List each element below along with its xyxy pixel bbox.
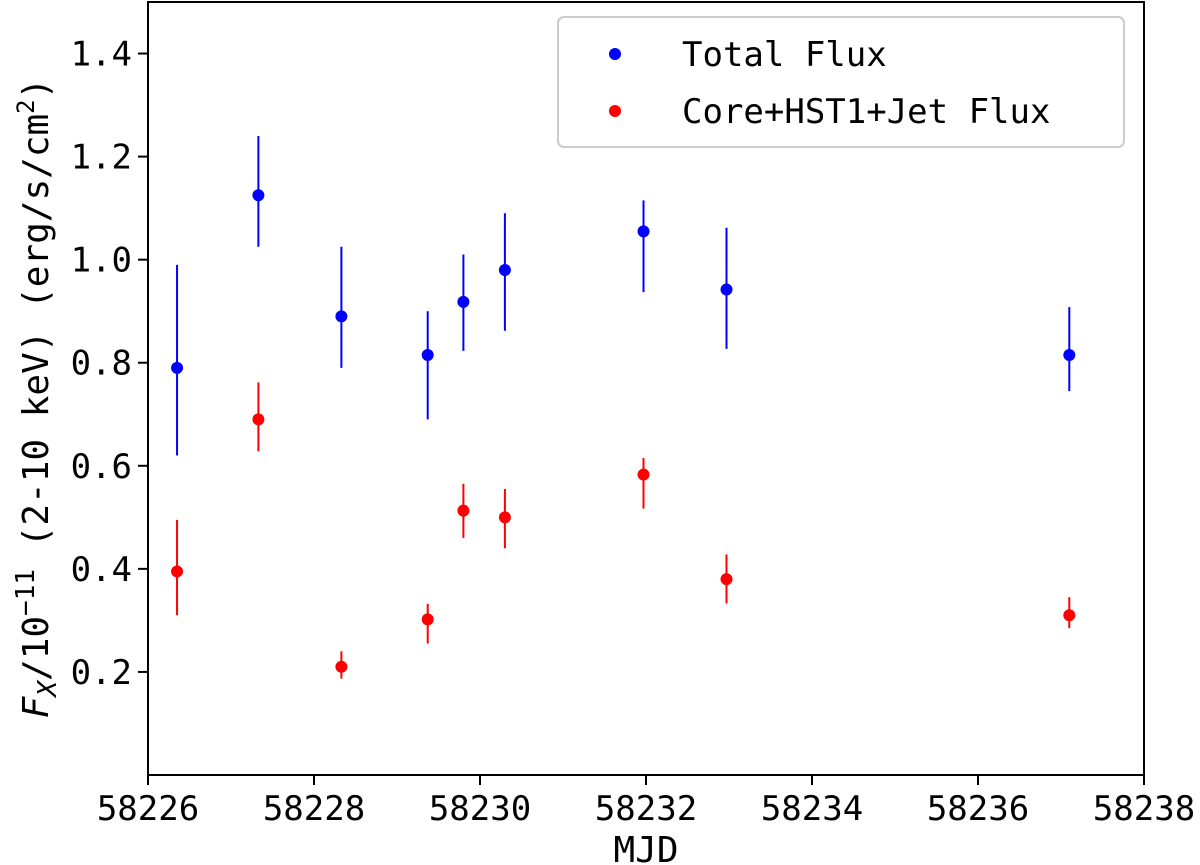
y-tick-label: 1.0 bbox=[71, 241, 132, 281]
data-point bbox=[637, 225, 650, 238]
data-point bbox=[421, 349, 434, 362]
y-axis-label: FX/10−11 (2-10 keV) (erg/s/cm2) bbox=[11, 78, 63, 719]
y-tick-label: 0.6 bbox=[71, 447, 132, 487]
x-tick-label: 58236 bbox=[927, 789, 1029, 829]
y-tick-label: 0.4 bbox=[71, 550, 132, 590]
x-tick-label: 58226 bbox=[97, 789, 199, 829]
y-axis-ticks: 0.2 0.4 0.6 0.8 1.0 1.2 1.4 bbox=[71, 35, 148, 693]
legend-marker-core bbox=[609, 105, 621, 117]
svg-text:FX/10−11 (2-10 keV) (erg/s/cm2: FX/10−11 (2-10 keV) (erg/s/cm2) bbox=[11, 78, 63, 719]
y-tick-label: 0.2 bbox=[71, 653, 132, 693]
data-point bbox=[720, 283, 733, 296]
data-point bbox=[335, 660, 348, 673]
data-point bbox=[498, 263, 511, 276]
x-tick-label: 58234 bbox=[761, 789, 863, 829]
data-point bbox=[171, 565, 184, 578]
data-point bbox=[1063, 609, 1076, 622]
y-tick-label: 1.2 bbox=[71, 138, 132, 178]
y-label-unit-exp: 2 bbox=[12, 99, 40, 113]
legend-marker-total bbox=[609, 48, 621, 60]
data-point bbox=[457, 504, 470, 517]
x-tick-label: 58238 bbox=[1093, 789, 1195, 829]
y-tick-label: 0.8 bbox=[71, 344, 132, 384]
y-label-exp: −11 bbox=[11, 569, 41, 616]
data-point bbox=[720, 573, 733, 586]
legend: Total Flux Core+HST1+Jet Flux bbox=[557, 16, 1125, 148]
data-point bbox=[252, 189, 265, 202]
x-tick-label: 58230 bbox=[429, 789, 531, 829]
x-axis-label: MJD bbox=[613, 830, 678, 865]
legend-label-total: Total Flux bbox=[682, 35, 887, 75]
data-point bbox=[335, 310, 348, 323]
y-label-close: ) bbox=[16, 78, 57, 100]
y-tick-label: 1.4 bbox=[71, 35, 132, 75]
data-point bbox=[421, 613, 434, 626]
series-1 bbox=[171, 382, 1076, 679]
data-point bbox=[252, 413, 265, 426]
x-axis-ticks: 58226 58228 58230 58232 58234 58236 58238 bbox=[97, 775, 1195, 829]
y-label-main: F bbox=[16, 695, 57, 718]
legend-label-core: Core+HST1+Jet Flux bbox=[682, 92, 1050, 132]
data-point bbox=[1063, 349, 1076, 362]
y-label-tail: (2-10 keV) (erg/s/cm bbox=[16, 114, 57, 569]
y-label-rest: /10 bbox=[16, 616, 57, 681]
data-point bbox=[171, 361, 184, 374]
data-point bbox=[637, 468, 650, 481]
x-tick-label: 58232 bbox=[595, 789, 697, 829]
data-point bbox=[457, 295, 470, 308]
legend-box bbox=[557, 16, 1125, 148]
y-label-sub: X bbox=[33, 680, 63, 699]
data-point bbox=[498, 511, 511, 524]
series-0 bbox=[171, 135, 1076, 456]
x-tick-label: 58228 bbox=[263, 789, 365, 829]
data-marks bbox=[171, 135, 1076, 679]
